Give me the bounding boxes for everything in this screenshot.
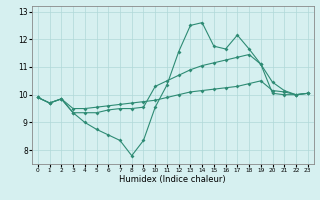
X-axis label: Humidex (Indice chaleur): Humidex (Indice chaleur): [119, 175, 226, 184]
